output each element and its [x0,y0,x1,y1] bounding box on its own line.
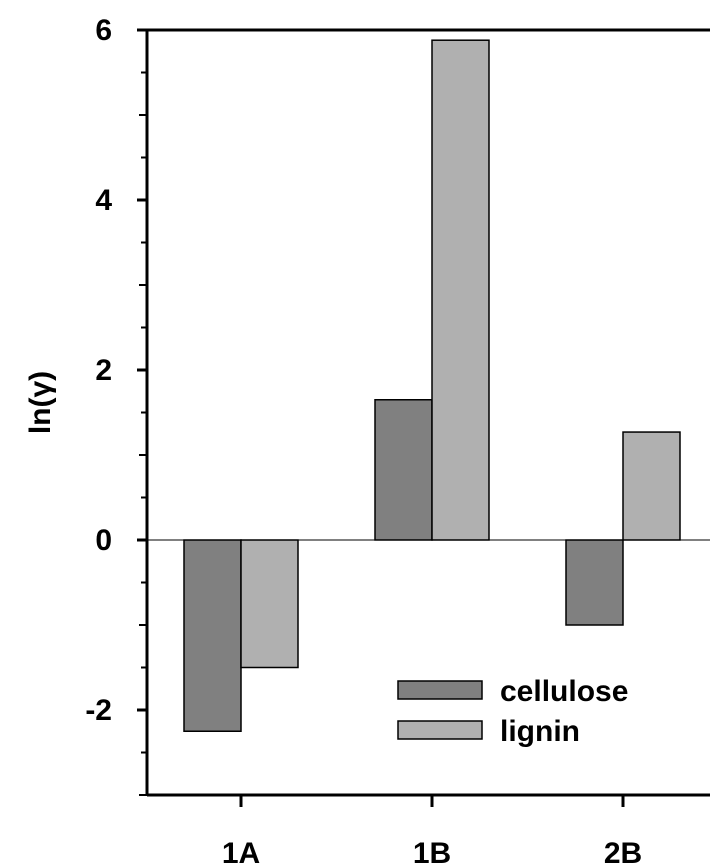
y-tick-label: 2 [95,354,112,387]
x-tick-label-1B: 1B [413,837,451,868]
y-tick-label: -2 [85,694,112,727]
legend-swatch-lignin [397,720,483,740]
x-tick-label-2B: 2B [604,837,642,868]
legend-label-cellulose: cellulose [500,675,628,708]
legend-label-lignin: lignin [500,715,580,748]
x-ticks-group: 1A 1B 2B [222,795,642,868]
legend-swatch-cellulose [397,680,483,700]
bar-lignin-2B [622,431,681,541]
y-axis-title: ln(γ) [24,371,57,434]
bar-lignin-1A [240,539,299,669]
bar-cellulose-1A [183,539,242,732]
y-ticks-group: -2 0 2 4 6 [85,14,147,796]
bar-cellulose-1B [374,399,433,541]
y-tick-label: 4 [95,184,112,217]
bars-group [183,39,681,732]
bar-lignin-1B [431,39,490,541]
y-tick-label: 6 [95,14,112,47]
y-tick-label: 0 [95,524,112,557]
legend: cellulose lignin [397,675,628,748]
x-tick-label-1A: 1A [222,837,260,868]
bar-cellulose-2B [565,539,624,626]
